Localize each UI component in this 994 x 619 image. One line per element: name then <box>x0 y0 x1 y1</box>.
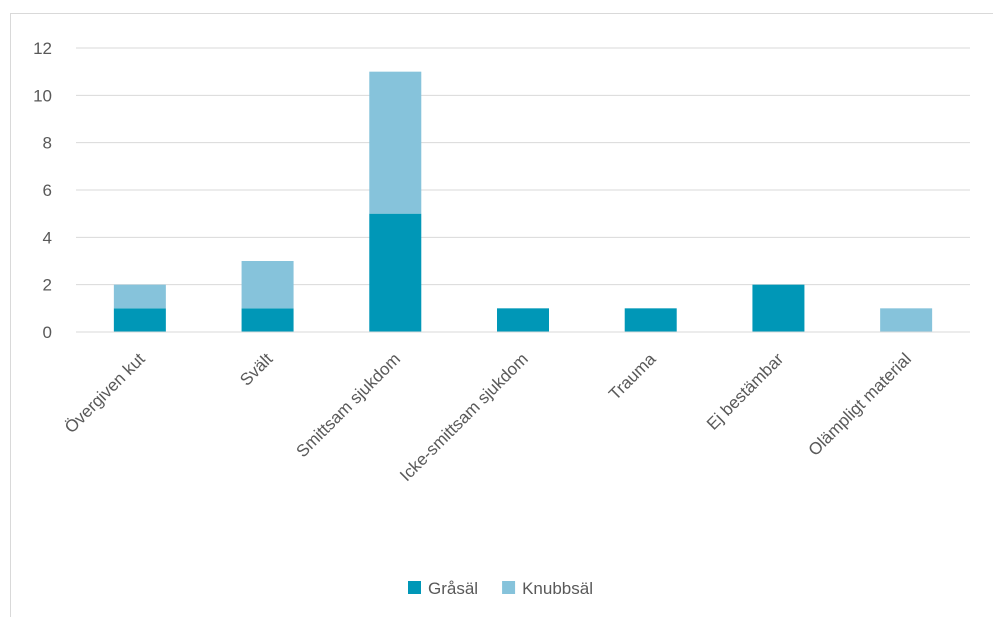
x-category-label: Icke-smittsam sjukdom <box>396 349 532 485</box>
y-tick-label: 4 <box>43 228 52 247</box>
bar-knubbsal-0 <box>113 284 166 309</box>
legend: Gråsäl Knubbsäl <box>408 579 593 598</box>
x-category-label: Trauma <box>605 349 660 404</box>
y-axis-ticks: 0 2 4 6 8 10 12 <box>33 39 52 342</box>
bar-grasal-0 <box>113 308 166 332</box>
x-category-label: Övergiven kut <box>61 349 149 437</box>
bar-grasal-5 <box>752 284 805 332</box>
x-category-label: Svält <box>236 349 276 389</box>
bar-knubbsal-6 <box>880 308 933 332</box>
y-tick-label: 6 <box>43 181 52 200</box>
y-tick-label: 2 <box>43 276 52 295</box>
bar-grasal-3 <box>497 308 549 332</box>
gridlines <box>76 47 970 286</box>
legend-swatch <box>408 581 421 594</box>
bars <box>113 71 933 332</box>
x-category-label: Olämpligt material <box>805 349 915 459</box>
bar-grasal-2 <box>369 213 422 332</box>
x-axis-categories: Övergiven kut Svält Smittsam sjukdomIcke-s… <box>61 349 915 485</box>
x-category-label: Ej bestämbar <box>703 349 787 433</box>
y-tick-label: 8 <box>43 134 52 153</box>
y-tick-label: 0 <box>43 323 52 342</box>
bar-knubbsal-2 <box>369 71 422 214</box>
y-tick-label: 10 <box>33 86 52 105</box>
bar-knubbsal-1 <box>241 261 294 309</box>
legend-swatch <box>502 581 516 594</box>
chart-border <box>10 13 993 617</box>
x-category-label: Smittsam sjukdom <box>292 349 404 461</box>
bar-grasal-4 <box>624 308 677 332</box>
bar-grasal-1 <box>241 308 294 332</box>
legend-label: Knubbsäl <box>522 579 593 598</box>
legend-label: Gråsäl <box>428 579 478 598</box>
y-tick-label: 12 <box>33 39 52 58</box>
